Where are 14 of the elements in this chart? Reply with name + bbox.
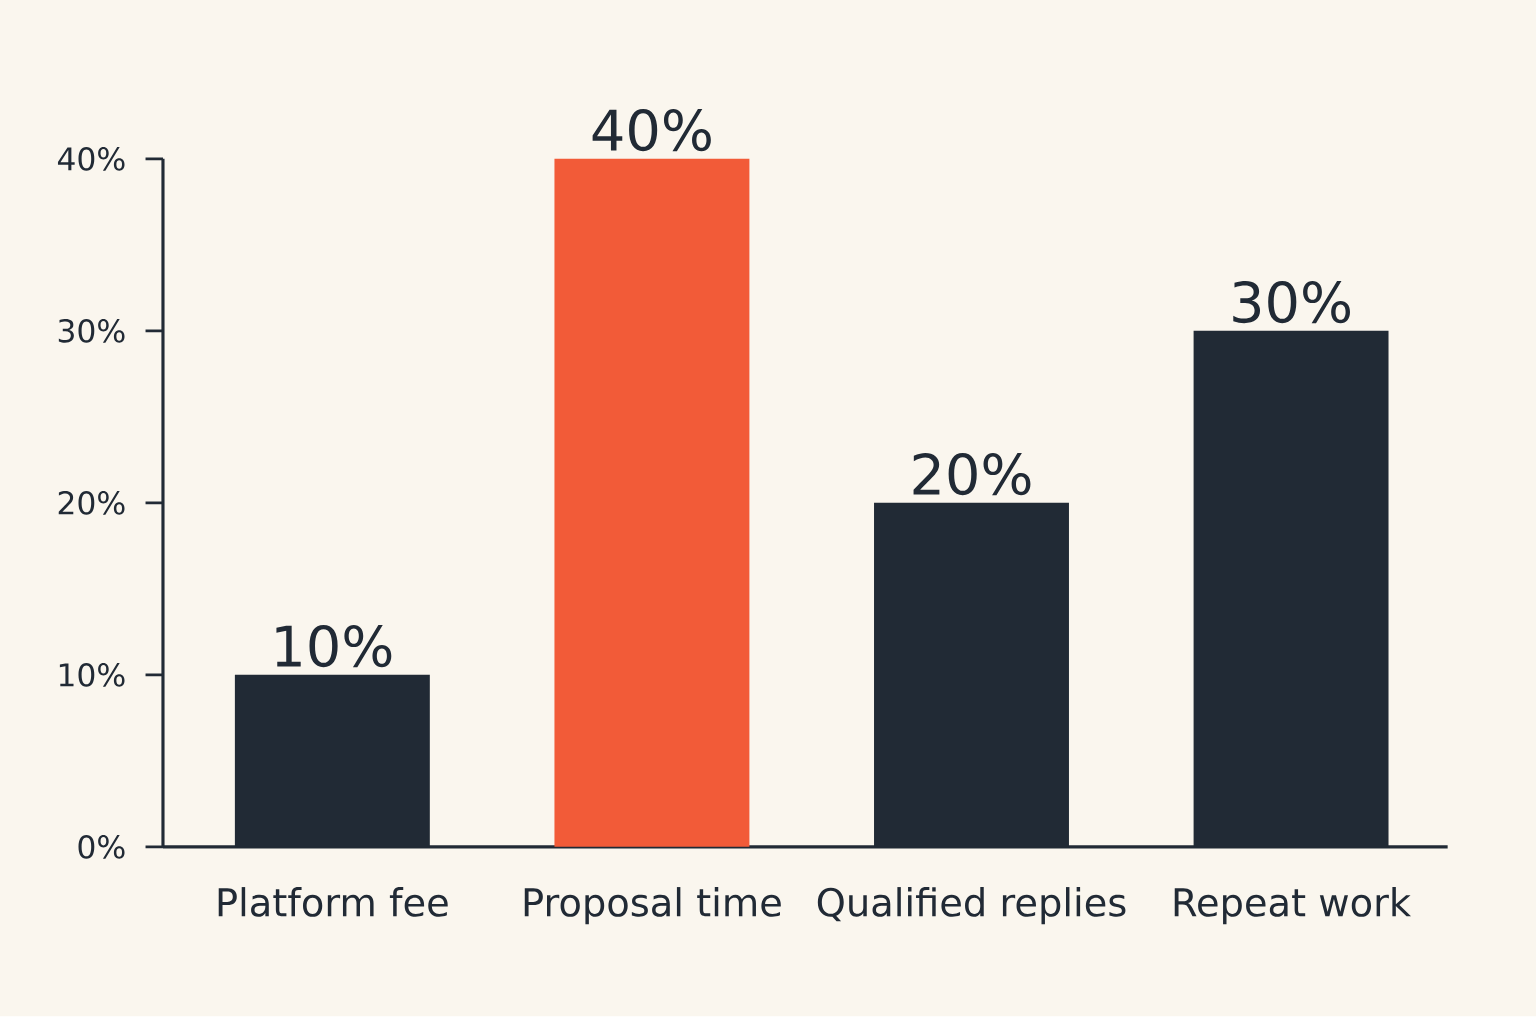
y-tick-label: 40% [57,147,125,171]
data-label: 20% [913,453,1031,496]
x-tick-label: Repeat work [1174,887,1411,925]
bar [554,159,750,848]
x-tick-label: Qualified replies [817,887,1126,925]
y-tick-label: 10% [59,663,125,687]
x-tick-label: Platform fee [218,887,448,917]
y-tick-label: 30% [58,319,125,343]
data-label: 30% [1233,281,1350,324]
data-label: 10% [276,625,392,668]
y-tick-label: 20% [58,491,125,515]
y-tick-label: 0% [78,835,125,859]
x-tick-label: Proposal time [524,887,781,925]
data-label: 40% [592,109,711,152]
